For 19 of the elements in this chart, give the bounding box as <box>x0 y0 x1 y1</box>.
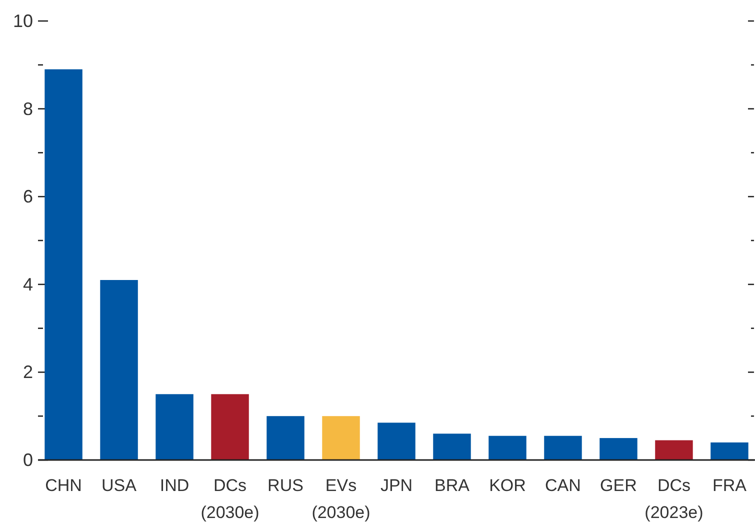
x-tick-label: CAN <box>545 476 581 495</box>
x-tick-label: JPN <box>380 476 413 495</box>
x-tick-label: BRA <box>434 476 470 495</box>
x-tick-label: GER <box>600 476 637 495</box>
y-tick-label: 2 <box>22 362 33 382</box>
x-tick-label: DCs (2030e) <box>200 476 260 522</box>
x-tick-label: USA <box>102 476 138 495</box>
y-tick-label: 4 <box>22 274 33 294</box>
x-tick-label: DCs (2023e) <box>644 476 704 522</box>
y-tick-label: 0 <box>22 450 33 470</box>
x-tick-label: CHN <box>45 476 82 495</box>
y-tick-label: 10 <box>12 11 33 31</box>
x-tick-label: RUS <box>268 476 304 495</box>
x-tick-label: IND <box>160 476 190 495</box>
y-tick-label: 8 <box>22 98 33 119</box>
x-tick-label: KOR <box>489 476 526 495</box>
x-tick-label: EVs (2030e) <box>312 476 370 522</box>
y-tick-label: 6 <box>22 186 33 207</box>
x-tick-label: FRA <box>712 476 748 495</box>
